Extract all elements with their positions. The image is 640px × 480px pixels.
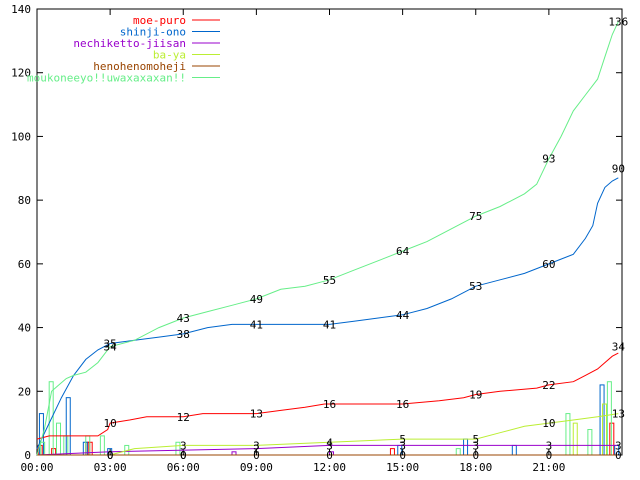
data-label: 0 [180, 449, 187, 462]
x-tick-label: 18:00 [459, 461, 492, 474]
activity-bar [56, 422, 61, 456]
activity-bar [463, 438, 469, 456]
data-label: 75 [469, 210, 482, 223]
x-tick-label: 00:00 [20, 461, 53, 474]
data-label: 0 [615, 449, 622, 462]
data-label: 55 [323, 274, 336, 287]
data-label: 10 [104, 417, 117, 430]
y-tick-label: 140 [11, 3, 31, 16]
legend-label: moe-puro [133, 14, 186, 27]
y-tick-label: 20 [18, 385, 31, 398]
activity-bar [565, 413, 571, 456]
series-line-2 [36, 444, 619, 456]
x-tick-label: 12:00 [313, 461, 346, 474]
y-tick-label: 60 [18, 258, 31, 271]
y-tick-label: 40 [18, 322, 31, 335]
data-label: 0 [107, 449, 114, 462]
data-label: 3 [399, 439, 406, 452]
activity-bar [455, 448, 461, 456]
data-label: 22 [542, 379, 555, 392]
data-label: 0 [107, 449, 114, 462]
data-label: 16 [396, 398, 409, 411]
data-label: 41 [323, 318, 336, 331]
x-tick-label: 03:00 [94, 461, 127, 474]
data-label: 3 [615, 439, 622, 452]
legend-label: nechiketto-jiisan [73, 37, 186, 50]
data-label: 3 [546, 439, 553, 452]
data-label: 136 [608, 16, 628, 29]
data-label: 13 [612, 408, 625, 421]
data-label: 34 [104, 341, 118, 354]
data-label: 64 [396, 245, 410, 258]
data-label: 5 [472, 433, 479, 446]
data-label: 0 [253, 449, 260, 462]
data-label: 3 [180, 439, 187, 452]
series-line-1 [36, 177, 619, 449]
series-line-5 [36, 21, 619, 456]
y-tick-label: 120 [11, 67, 31, 80]
y-tick-label: 0 [24, 449, 31, 462]
data-label: 3 [253, 439, 260, 452]
activity-bar [389, 448, 395, 456]
series-lines [36, 21, 619, 456]
data-label: 93 [542, 153, 555, 166]
data-label: 13 [250, 408, 263, 421]
data-label: 53 [469, 280, 482, 293]
data-label: 43 [177, 312, 190, 325]
data-label: 16 [323, 398, 336, 411]
legend-label: ba-ya [153, 49, 186, 62]
legend: moe-puroshinji-ononechiketto-jiisanba-ya… [27, 14, 220, 85]
data-label: 41 [250, 318, 263, 331]
data-label: 35 [104, 338, 117, 351]
legend-label: shinji-ono [120, 26, 186, 39]
legend-label: henohenomoheji [93, 60, 186, 73]
data-label: 12 [177, 411, 190, 424]
x-tick-label: 15:00 [386, 461, 419, 474]
data-label: 60 [542, 258, 555, 271]
data-label: 38 [177, 328, 190, 341]
legend-label: moukoneeyo!!uwaxaxaxan!! [27, 72, 186, 85]
data-label: 90 [612, 162, 625, 175]
x-tick-label: 09:00 [240, 461, 273, 474]
x-tick-label: 21:00 [532, 461, 565, 474]
series-line-3 [37, 413, 619, 456]
data-label: 44 [396, 309, 410, 322]
data-label: 5 [399, 433, 406, 446]
data-label: 0 [472, 449, 479, 462]
x-tick-label: 06:00 [167, 461, 200, 474]
series-line-0 [36, 352, 619, 440]
y-tick-label: 100 [11, 130, 31, 143]
activity-bar [572, 422, 578, 456]
data-label: 19 [469, 388, 482, 401]
data-label: 10 [542, 417, 555, 430]
data-label: 0 [399, 449, 406, 462]
activity-bar [511, 444, 517, 456]
data-label: 3 [326, 439, 333, 452]
data-label: 4 [326, 436, 333, 449]
y-tick-label: 80 [18, 194, 31, 207]
data-label: 49 [250, 293, 263, 306]
data-label: 0 [326, 449, 333, 462]
data-label: 0 [546, 449, 553, 462]
activity-bar [587, 429, 593, 456]
data-label: 0 [180, 449, 187, 462]
data-label: 34 [612, 341, 626, 354]
data-label: 2 [253, 443, 260, 456]
data-label: 3 [472, 439, 479, 452]
